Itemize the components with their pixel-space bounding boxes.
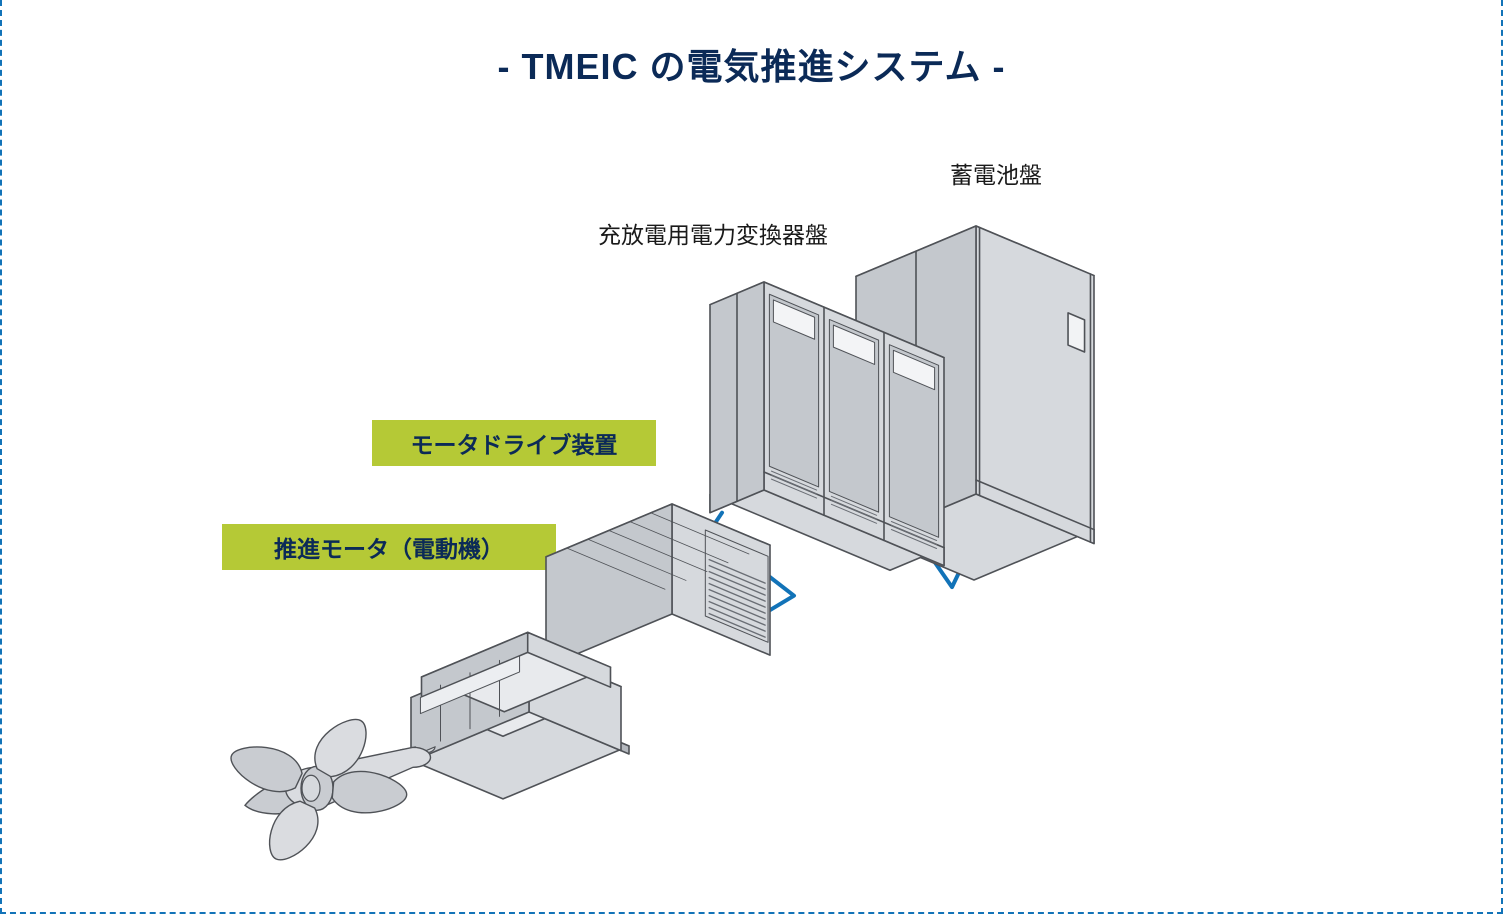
tag-motor-drive: モータドライブ装置	[372, 420, 656, 466]
tag-propulsion-motor: 推進モータ（電動機）	[222, 524, 556, 570]
label-battery-panel: 蓄電池盤	[950, 156, 1042, 190]
label-converter-panel: 充放電用電力変換器盤	[598, 216, 828, 250]
diagram-frame	[0, 0, 1503, 914]
diagram-title: - TMEIC の電気推進システム -	[0, 38, 1503, 90]
